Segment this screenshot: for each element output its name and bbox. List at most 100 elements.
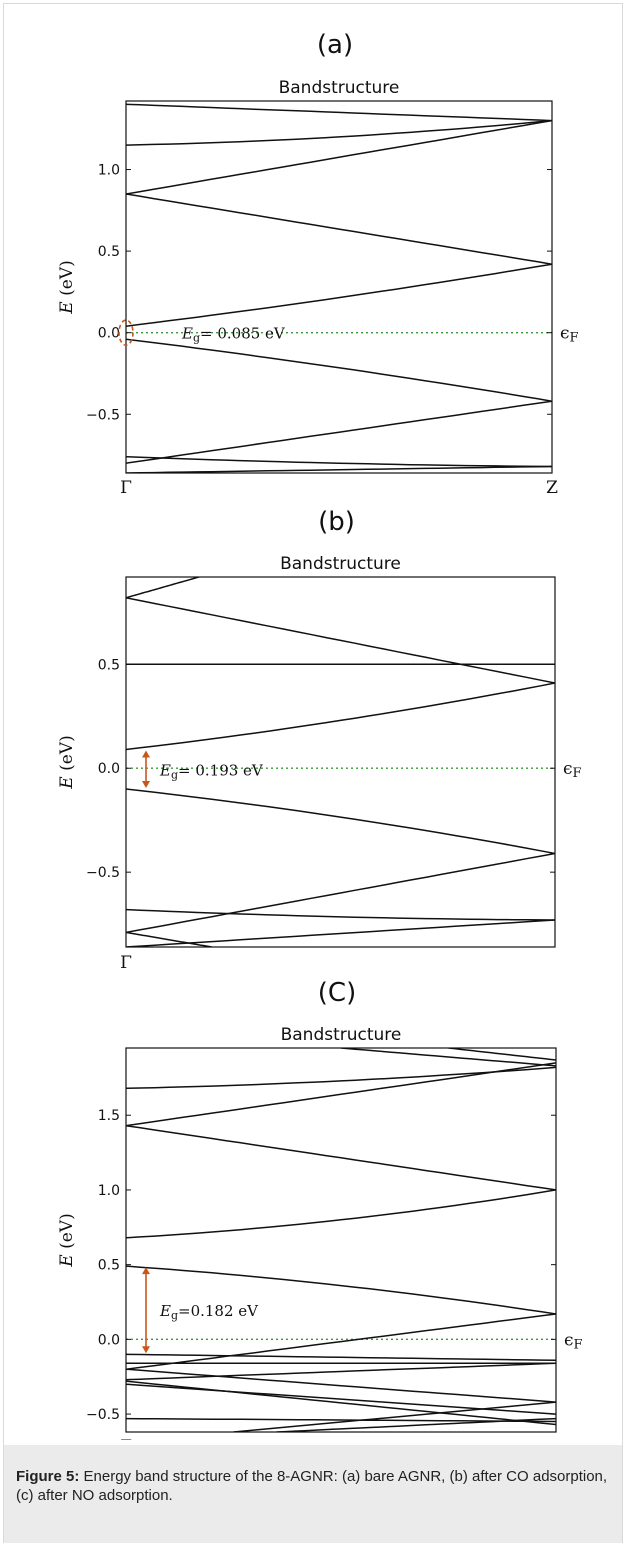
gap-value: = 0.193 eV (178, 761, 264, 779)
y-axis-label: E (eV) (57, 1213, 77, 1267)
band-line-15 (276, 1417, 556, 1432)
band-line-1 (126, 119, 552, 146)
gap-marker-ellipse (118, 319, 134, 347)
band-line-5 (126, 1265, 556, 1315)
band-line-10 (126, 1368, 556, 1403)
band-line-3 (126, 597, 555, 684)
band-lines (126, 577, 555, 947)
panel-label: (a) (317, 30, 353, 60)
band-lines (126, 103, 552, 473)
band-line-2 (126, 1062, 556, 1127)
y-tick-label: −0.5 (86, 1407, 120, 1423)
band-line-5 (126, 338, 552, 402)
band-line-8 (126, 465, 552, 473)
gap-arrow-head-up (142, 1267, 150, 1275)
band-line-7 (126, 908, 555, 921)
panel-label: (b) (318, 507, 355, 537)
panel-label: (C) (318, 978, 356, 1008)
gap-symbol: E (159, 1302, 171, 1320)
y-axis-label-symbol: E (57, 296, 77, 315)
y-tick-label: 0.5 (98, 1258, 120, 1274)
gap-symbol: E (181, 325, 193, 343)
gap-arrow-head-up (142, 750, 150, 758)
band-line-13 (126, 1417, 556, 1423)
y-tick-label: 0.5 (98, 657, 120, 673)
fermi-level-subscript: F (573, 766, 582, 781)
y-tick-label: −0.5 (86, 865, 120, 881)
caption-label: Figure 5: (16, 1468, 80, 1485)
plot-frame (125, 576, 556, 948)
gap-subscript: g (171, 768, 178, 781)
plot-frame (125, 1047, 557, 1433)
band-line-4 (126, 1189, 556, 1239)
band-line-14 (233, 1401, 556, 1432)
chart-title: Bandstructure (281, 1025, 402, 1045)
chart-panel-1: (a) Bandstructure ϵF −0.5 0.0 0.5 1.0 E (eV) Γ Z E… (57, 30, 579, 498)
band-line-6 (126, 1313, 556, 1370)
chart-title: Bandstructure (279, 78, 400, 98)
band-line-9 (126, 1362, 556, 1381)
chart-panel-3: (C) Bandstructure ϵF −0.5 0.0 0.5 1.0 1.5 E (eV)… (57, 978, 583, 1440)
band-line-7 (126, 455, 552, 468)
figure-caption: Figure 5: Energy band structure of the 8… (4, 1445, 622, 1543)
band-line-1 (126, 1066, 556, 1090)
band-line-8 (126, 919, 555, 947)
band-line-5 (126, 788, 555, 855)
gap-annotation: Eg=0.182 eV (159, 1302, 259, 1322)
fermi-level-subscript: F (574, 1337, 583, 1352)
y-axis-label: E (eV) (57, 735, 77, 789)
y-tick-label: 1.0 (98, 1183, 120, 1199)
y-axis-label: E (eV) (57, 260, 77, 314)
gap-symbol: E (159, 761, 171, 779)
band-line-17 (340, 1048, 556, 1067)
gap-annotation: Eg= 0.085 eV (181, 325, 286, 345)
fermi-level-subscript: F (570, 331, 579, 346)
fermi-level-label: ϵF (564, 1330, 583, 1352)
band-line-11 (126, 1383, 556, 1415)
gap-value: = 0.085 eV (200, 325, 286, 343)
gap-value: =0.182 eV (178, 1302, 259, 1320)
y-axis-label-symbol: E (57, 1249, 77, 1268)
chart-panel-2: (b) Bandstructure ϵF −0.5 0.0 0.5 E (eV) Γ Eg= 0… (57, 507, 582, 973)
caption-text: Energy band structure of the 8-AGNR: (a)… (16, 1468, 608, 1504)
gap-arrow-head-down (142, 781, 150, 789)
plot-frame (125, 100, 553, 474)
gap-arrow-head-down (142, 1346, 150, 1354)
band-lines (126, 1048, 556, 1432)
y-tick-label: 1.5 (98, 1108, 120, 1124)
y-tick-label: 0.5 (98, 244, 120, 260)
gap-subscript: g (171, 1309, 178, 1322)
figure-frame (3, 3, 623, 1543)
y-tick-label: 0.0 (98, 326, 120, 342)
band-line-7 (126, 1353, 556, 1362)
y-axis-label-unit: (eV) (57, 260, 77, 296)
x-tick-label: Γ (120, 953, 132, 973)
x-tick-label: Γ (120, 1437, 132, 1440)
x-tick-label: Z (546, 478, 558, 498)
gap-annotation: Eg= 0.193 eV (159, 761, 264, 781)
band-line-6 (126, 852, 555, 934)
y-tick-label: 1.0 (98, 163, 120, 179)
band-line-6 (126, 400, 552, 464)
band-line-1 (126, 577, 200, 599)
band-line-3 (126, 193, 552, 265)
chart-title: Bandstructure (280, 554, 401, 574)
y-axis-label-unit: (eV) (57, 1213, 77, 1249)
band-line-12 (126, 1380, 556, 1426)
band-line-3 (126, 1124, 556, 1191)
band-structure-figure: (a) Bandstructure ϵF −0.5 0.0 0.5 1.0 E (eV) Γ Z E… (57, 30, 583, 1440)
band-line-4 (126, 682, 555, 751)
y-tick-label: −0.5 (86, 407, 120, 423)
band-line-16 (448, 1048, 556, 1061)
band-line-4 (126, 263, 552, 327)
band-line-9 (126, 103, 552, 122)
y-axis-label-unit: (eV) (57, 735, 77, 771)
fermi-level-label: ϵF (563, 759, 582, 781)
y-tick-label: 0.0 (98, 1332, 120, 1348)
band-line-2 (126, 119, 552, 195)
gap-subscript: g (193, 332, 200, 345)
y-axis-label-symbol: E (57, 771, 77, 790)
x-tick-label: Γ (120, 478, 132, 498)
y-tick-label: 0.0 (98, 761, 120, 777)
fermi-level-label: ϵF (560, 324, 579, 346)
